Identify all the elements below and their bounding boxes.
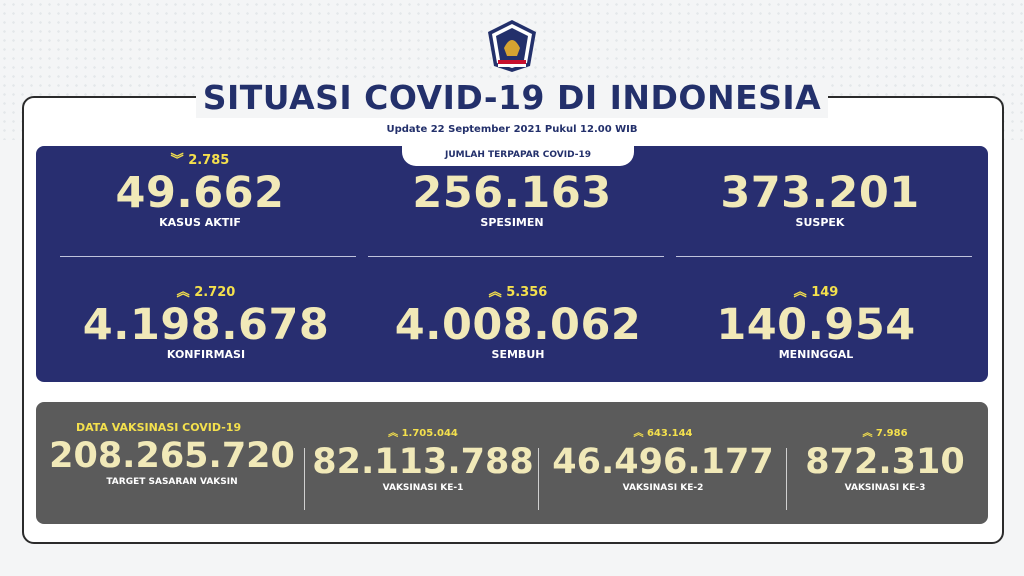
stat-sembuh: ︽ 5.356 4.008.062 SEMBUH: [368, 284, 668, 362]
double-chevron-up-icon: ︽: [633, 428, 644, 439]
row-divider: [368, 256, 664, 257]
stat-delta: ︽ 5.356: [488, 285, 548, 300]
double-chevron-up-icon: ︽: [793, 285, 807, 300]
dose-value: 46.496.177: [552, 442, 774, 482]
update-timestamp: Update 22 September 2021 Pukul 12.00 WIB: [386, 124, 638, 135]
dose-delta: ︽ 643.144: [633, 428, 693, 439]
double-chevron-down-icon: ︾: [170, 153, 184, 168]
bnpb-satgas-logo: [488, 20, 536, 72]
stat-label: KONFIRMASI: [166, 348, 246, 361]
vaccination-dose-3: ︽ 7.986 872.310 VAKSINASI KE-3: [792, 426, 978, 494]
dose-delta: ︽ 7.986: [862, 428, 908, 439]
exposed-panel-label: JUMLAH TERPAPAR COVID-19: [402, 146, 634, 166]
stat-meninggal: ︽ 149 140.954 MENINGGAL: [666, 284, 966, 362]
double-chevron-up-icon: ︽: [862, 428, 873, 439]
stat-spesimen: 256.163 SPESIMEN: [362, 152, 662, 230]
dose-value: 82.113.788: [312, 442, 534, 482]
stat-kasus-aktif: ︾ 2.785 49.662 KASUS AKTIF: [50, 152, 350, 230]
stat-value: 49.662: [115, 168, 285, 218]
stat-delta: ︾ 2.785: [170, 153, 230, 168]
stat-label: SEMBUH: [491, 348, 545, 361]
double-chevron-up-icon: ︽: [176, 285, 190, 300]
stat-suspek: 373.201 SUSPEK: [670, 152, 970, 230]
stat-delta: ︽ 149: [793, 285, 839, 300]
title-wrap: SITUASI COVID-19 DI INDONESIA: [196, 78, 828, 118]
column-divider: [786, 448, 787, 510]
row-divider: [676, 256, 972, 257]
stat-value: 373.201: [720, 168, 920, 218]
vaccination-heading: DATA VAKSINASI COVID-19: [76, 421, 242, 434]
dose-label: VAKSINASI KE-3: [844, 483, 926, 493]
vaccination-dose-2: ︽ 643.144 46.496.177 VAKSINASI KE-2: [548, 426, 778, 494]
vaccination-dose-1: ︽ 1.705.044 82.113.788 VAKSINASI KE-1: [312, 426, 534, 494]
stat-label: KASUS AKTIF: [159, 216, 241, 229]
dose-label: VAKSINASI KE-1: [382, 483, 464, 493]
vaccination-panel: [36, 402, 988, 524]
stat-label: SPESIMEN: [480, 216, 544, 229]
page-title: SITUASI COVID-19 DI INDONESIA: [202, 78, 822, 117]
column-divider: [304, 448, 305, 510]
stat-delta: ︽ 2.720: [176, 285, 236, 300]
stat-label: SUSPEK: [795, 216, 845, 229]
stat-value: 140.954: [716, 300, 916, 350]
stat-value: 4.198.678: [82, 300, 330, 350]
vaccination-target-label: TARGET SASARAN VAKSIN: [106, 477, 238, 487]
stat-value: 4.008.062: [394, 300, 642, 350]
vaccination-target-value: 208.265.720: [49, 436, 295, 476]
double-chevron-up-icon: ︽: [388, 428, 399, 439]
row-divider: [60, 256, 356, 257]
column-divider: [538, 448, 539, 510]
vaccination-target: DATA VAKSINASI COVID-19 208.265.720 TARG…: [44, 420, 300, 488]
exposed-panel: [36, 146, 988, 382]
dose-delta: ︽ 1.705.044: [388, 428, 458, 439]
double-chevron-up-icon: ︽: [488, 285, 502, 300]
stat-value: 256.163: [412, 168, 612, 218]
dose-label: VAKSINASI KE-2: [622, 483, 704, 493]
dose-value: 872.310: [805, 442, 965, 482]
stat-label: MENINGGAL: [778, 348, 854, 361]
stat-konfirmasi: ︽ 2.720 4.198.678 KONFIRMASI: [56, 284, 356, 362]
